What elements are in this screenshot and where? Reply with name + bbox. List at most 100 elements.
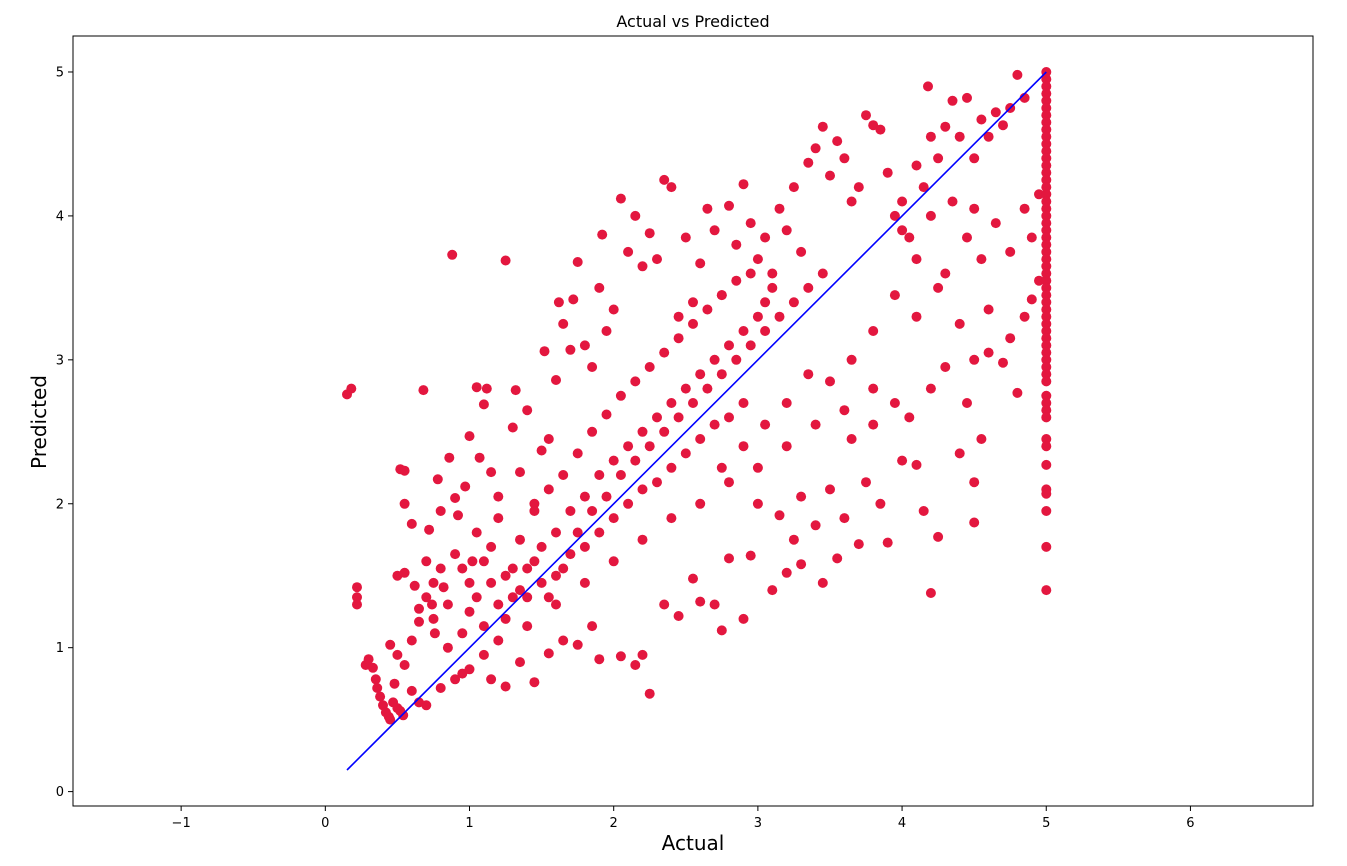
scatter-point [478,556,489,567]
scatter-point [976,254,987,265]
scatter-point [695,498,706,509]
scatter-point [1034,189,1044,200]
scatter-point [565,344,576,355]
scatter-point [911,311,922,322]
scatter-point [424,524,435,535]
scatter-point [363,654,374,665]
scatter-point [659,347,670,358]
scatter-point [1041,398,1052,408]
scatter-point [688,318,698,329]
scatter-point [745,340,756,351]
scatter-point [796,491,807,502]
scatter-point [579,491,590,502]
scatter-point [406,685,417,696]
scatter-point [464,606,475,617]
scatter-point [375,691,386,702]
plot-area-frame [72,35,1314,807]
scatter-point [969,203,980,214]
scatter-point [680,232,691,243]
scatter-point [1041,182,1052,193]
scatter-point [954,131,965,142]
scatter-point [536,541,547,552]
scatter-point [817,268,828,279]
scatter-point [385,714,396,725]
scatter-point [623,441,634,452]
scatter-point [543,648,554,659]
scatter-point [796,246,807,257]
scatter-point [601,491,612,502]
scatter-point [1026,294,1037,305]
scatter-point [500,681,511,692]
scatter-point [897,196,908,207]
y-tick-label: 1 [56,641,64,656]
scatter-point [659,174,670,185]
scatter-point [969,477,980,488]
scatter-point [1041,110,1052,121]
scatter-point [630,210,641,221]
scatter-point [438,582,449,593]
scatter-point [738,326,749,336]
scatter-point [414,603,424,614]
x-tick-label: 6 [1186,816,1194,831]
scatter-point [428,613,439,624]
scatter-point [702,383,713,394]
scatter-point [414,616,424,627]
scatter-point [623,246,634,257]
scatter-point [644,228,655,239]
scatter-point [1041,541,1052,552]
scatter-point [918,506,929,516]
scatter-point [1041,290,1052,301]
scatter-point [421,592,432,603]
scatter-point [810,143,821,154]
scatter-point [608,455,619,466]
scatter-point [1041,117,1052,128]
scatter-point [1041,81,1052,92]
scatter-point [998,357,1008,368]
scatter-point [861,110,871,121]
scatter-point [399,498,410,509]
scatter-point [1019,203,1030,214]
scatter-point [427,599,437,610]
scatter-point [529,556,540,567]
scatter-point [688,398,698,408]
scatter-point [467,556,478,567]
scatter-point [543,592,554,603]
scatter-point [536,445,547,456]
scatter-point [551,527,561,538]
scatter-point [832,553,843,564]
scatter-point [781,398,792,408]
scatter-point [597,229,608,240]
scatter-point [1041,174,1052,185]
scatter-point [709,354,720,365]
scatter-point [435,683,446,693]
scatter-point [947,196,958,207]
scatter-point [659,599,670,610]
scatter-point [565,506,576,516]
scatter-point [352,592,362,603]
scatter-point [1041,354,1052,365]
scatter-point [1041,268,1052,279]
scatter-point [897,225,908,236]
scatter-point [587,362,598,372]
scatter-point [781,567,792,578]
scatter-point [889,290,900,301]
scatter-point [558,318,569,329]
scatter-point [1041,434,1052,444]
scatter-point [457,668,468,679]
scatter-point [457,563,468,574]
scatter-point [529,498,540,509]
scatter-point [904,412,915,423]
scatter-point [594,282,605,293]
scatter-point [767,268,778,279]
scatter-point [853,539,864,550]
scatter-point [1041,318,1052,329]
scatter-point [1041,246,1052,257]
scatter-point [630,376,641,387]
scatter-point [760,232,771,243]
scatter-point [1041,376,1052,387]
scatter-point [493,513,504,524]
scatter-point [1041,304,1052,315]
x-tick-label: 2 [610,816,618,831]
scatter-point [695,596,706,607]
scatter-point [716,290,727,301]
